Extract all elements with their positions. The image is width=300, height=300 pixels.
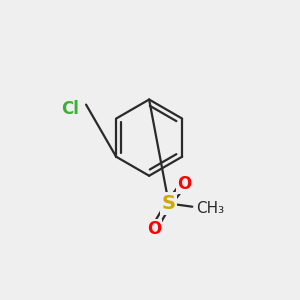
Text: Cl: Cl — [61, 100, 79, 118]
Text: CH₃: CH₃ — [196, 201, 225, 216]
Text: O: O — [147, 220, 161, 238]
Text: O: O — [177, 175, 191, 193]
Text: S: S — [162, 194, 176, 213]
